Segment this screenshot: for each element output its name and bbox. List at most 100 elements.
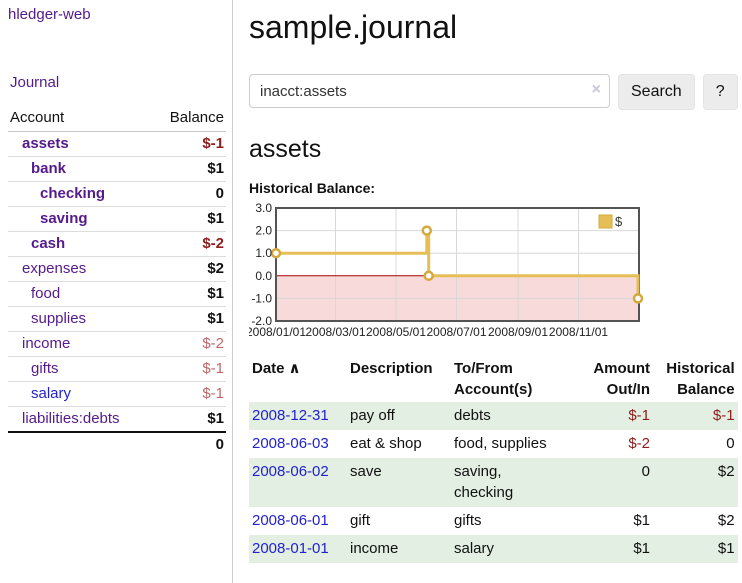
page-title: sample.journal bbox=[249, 9, 458, 45]
total-spacer bbox=[8, 431, 153, 456]
account-row: checking 0 bbox=[8, 181, 226, 207]
account-balance-table: Account Balance assets $-1 bank $1 checking 0… bbox=[8, 106, 226, 456]
y-tick-label: -1.0 bbox=[251, 291, 272, 305]
sort-ascending-icon: ∧ bbox=[288, 360, 301, 377]
legend-label: $ bbox=[615, 214, 623, 229]
x-tick-label: 2008/07/01 bbox=[426, 325, 486, 339]
transaction-amount-cell: 0 bbox=[641, 463, 650, 480]
account-row: liabilities:debts $1 bbox=[8, 406, 226, 432]
account-name-cell: gifts bbox=[8, 356, 153, 382]
transaction-date-link[interactable]: 2008-06-01 bbox=[252, 512, 329, 529]
transaction-accounts-cell: gifts bbox=[454, 512, 482, 529]
account-row: food $1 bbox=[8, 281, 226, 307]
account-name-cell: saving bbox=[8, 206, 153, 232]
help-button[interactable]: ? bbox=[702, 74, 738, 110]
search-button[interactable]: Search bbox=[618, 74, 695, 110]
account-row: income $-2 bbox=[8, 331, 226, 357]
account-link-assets[interactable]: assets bbox=[22, 135, 69, 152]
transaction-balance-cell: $2 bbox=[717, 463, 735, 480]
sidebar: hledger-web Journal Account Balance asse… bbox=[0, 0, 233, 583]
account-balance: $-1 bbox=[152, 131, 226, 157]
account-name-cell: supplies bbox=[8, 306, 153, 332]
transaction-accounts-cell: debts bbox=[454, 407, 491, 424]
account-table-body: assets $-1 bank $1 checking 0 saving $1 cash $-2 e… bbox=[8, 131, 226, 432]
transaction-date-link[interactable]: 2008-12-31 bbox=[252, 407, 329, 424]
transaction-date-cell: 2008-06-01 bbox=[249, 507, 347, 535]
data-point-marker bbox=[421, 225, 433, 236]
account-link-gifts[interactable]: gifts bbox=[31, 360, 59, 377]
chart-border bbox=[275, 207, 640, 322]
account-link-supplies[interactable]: supplies bbox=[31, 310, 87, 327]
x-tick-label: 2008/11/01 bbox=[549, 325, 608, 339]
date-column-header[interactable]: Date ∧ bbox=[249, 356, 347, 402]
brand-link[interactable]: hledger-web bbox=[8, 6, 91, 23]
account-name-cell: bank bbox=[8, 156, 153, 182]
account-row: assets $-1 bbox=[8, 131, 226, 157]
chart-legend: $ bbox=[598, 214, 623, 229]
y-tick-label: 1.0 bbox=[255, 246, 272, 260]
account-total-row: 0 bbox=[8, 431, 226, 456]
account-balance: $-1 bbox=[152, 381, 226, 407]
brand: hledger-web bbox=[8, 6, 226, 23]
transaction-date-link[interactable]: 2008-06-02 bbox=[252, 463, 329, 480]
x-tick-label: 2008/03/01 bbox=[305, 325, 365, 339]
account-link-income[interactable]: income bbox=[22, 335, 71, 352]
account-row: cash $-2 bbox=[8, 231, 226, 257]
account-balance: $1 bbox=[152, 206, 226, 232]
transaction-description-cell: save bbox=[350, 463, 382, 480]
account-balance: $-2 bbox=[152, 231, 226, 257]
clear-search-icon[interactable]: × bbox=[591, 81, 601, 98]
account-link-checking[interactable]: checking bbox=[40, 185, 106, 202]
description-column-header: Description bbox=[350, 360, 433, 377]
transaction-balance-cell: $1 bbox=[717, 540, 735, 557]
legend-swatch bbox=[598, 214, 613, 229]
account-row: gifts $-1 bbox=[8, 356, 226, 382]
data-point-marker bbox=[423, 270, 434, 282]
account-link-food[interactable]: food bbox=[31, 285, 61, 302]
search-bar: × Search ? bbox=[249, 74, 738, 110]
accounts-column-header: To/From Account(s) bbox=[454, 360, 533, 398]
account-balance: $-2 bbox=[152, 331, 226, 357]
transaction-row: 2008-06-02 save saving, checking 0 $2 bbox=[249, 458, 738, 507]
account-link-salary[interactable]: salary bbox=[31, 385, 72, 402]
account-link-expenses[interactable]: expenses bbox=[22, 260, 87, 277]
account-link-bank[interactable]: bank bbox=[31, 160, 67, 177]
total-balance: 0 bbox=[152, 431, 226, 456]
account-balance: $1 bbox=[152, 406, 226, 432]
transaction-balance-cell: $2 bbox=[717, 512, 735, 529]
register-table-body: 2008-12-31 pay off debts $-1 $-1 2008-06-03 ea… bbox=[249, 402, 738, 563]
transaction-balance-cell: $-1 bbox=[712, 407, 735, 424]
account-name-cell: cash bbox=[8, 231, 153, 257]
transaction-description-cell: gift bbox=[350, 512, 371, 529]
transaction-amount-cell: $-1 bbox=[628, 407, 650, 424]
transaction-amount-cell: $1 bbox=[633, 512, 650, 529]
transaction-date-cell: 2008-12-31 bbox=[249, 402, 347, 430]
journal-nav: Journal bbox=[8, 74, 226, 91]
amount-column-header: Amount Out/In bbox=[593, 360, 650, 398]
transaction-accounts-cell: saving, checking bbox=[454, 463, 514, 501]
account-link-liabilities-debts[interactable]: liabilities:debts bbox=[22, 410, 120, 427]
account-link-saving[interactable]: saving bbox=[40, 210, 88, 227]
account-name-cell: food bbox=[8, 281, 153, 307]
account-balance: $-1 bbox=[152, 356, 226, 382]
transaction-description-cell: pay off bbox=[350, 407, 395, 424]
transaction-description-cell: eat & shop bbox=[350, 435, 422, 452]
account-name-cell: salary bbox=[8, 381, 153, 407]
balance-column-header-register: Historical Balance bbox=[666, 360, 735, 398]
search-input[interactable] bbox=[249, 74, 610, 108]
account-row: saving $1 bbox=[8, 206, 226, 232]
account-row: bank $1 bbox=[8, 156, 226, 182]
y-tick-label: 0.0 bbox=[255, 269, 272, 283]
account-balance: $1 bbox=[152, 281, 226, 307]
account-table-header-row: Account Balance bbox=[8, 106, 226, 132]
sidebar-item-journal[interactable]: Journal bbox=[10, 74, 60, 91]
account-balance: $2 bbox=[152, 256, 226, 282]
transaction-date-link[interactable]: 2008-01-01 bbox=[252, 540, 329, 557]
transaction-date-link[interactable]: 2008-06-03 bbox=[252, 435, 329, 452]
transaction-balance-cell: 0 bbox=[726, 435, 735, 452]
account-name-cell: checking bbox=[8, 181, 153, 207]
search-input-wrap: × bbox=[249, 74, 610, 110]
account-link-cash[interactable]: cash bbox=[31, 235, 66, 252]
